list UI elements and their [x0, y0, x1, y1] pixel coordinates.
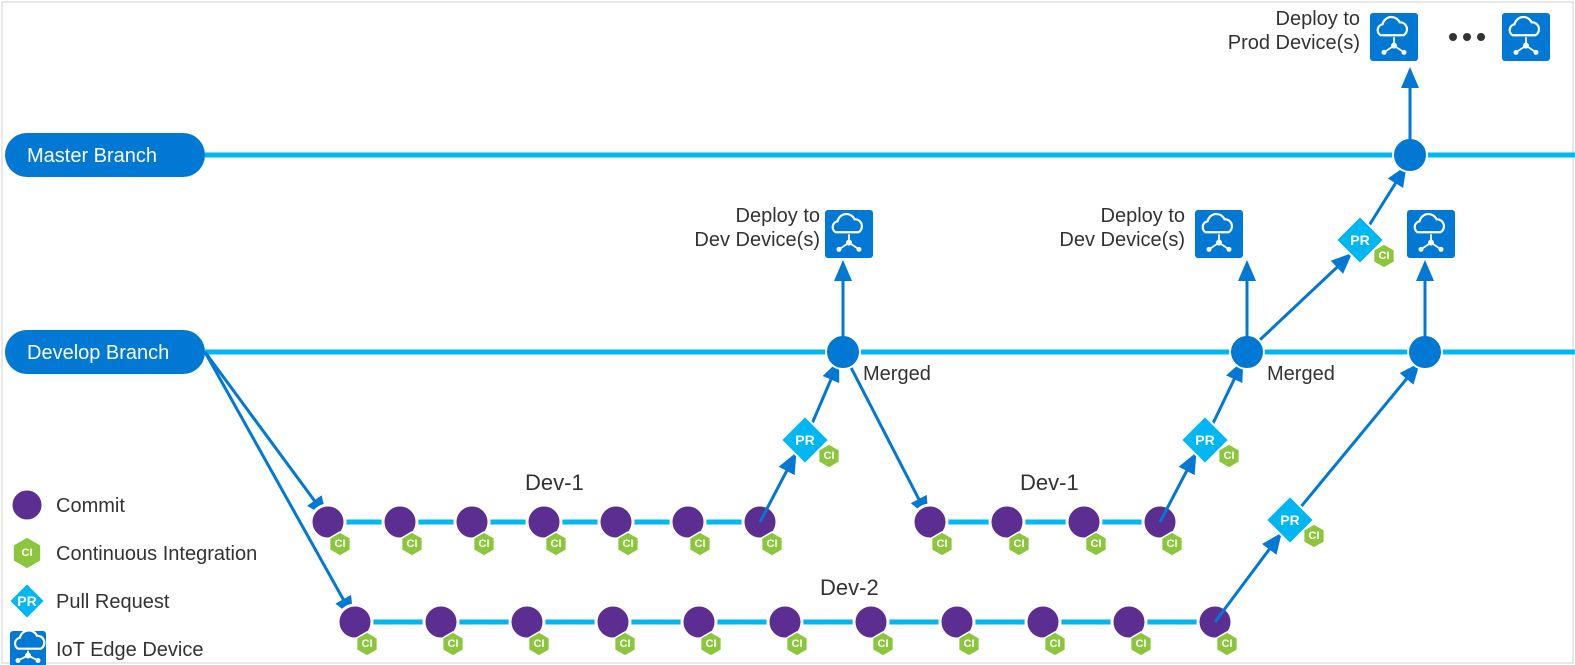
commit-node: CI — [424, 605, 463, 656]
iot-edge-device-icon — [1195, 210, 1243, 258]
feature-branch-label: Dev-1 — [525, 470, 584, 495]
ellipsis-dot — [1477, 33, 1485, 41]
commit-node: CI — [1067, 505, 1106, 556]
svg-text:PR: PR — [1195, 432, 1214, 448]
svg-text:CI: CI — [706, 638, 717, 650]
svg-text:CI: CI — [1136, 638, 1147, 650]
legend-label: Continuous Integration — [56, 543, 257, 565]
svg-text:CI: CI — [623, 538, 634, 550]
svg-text:CI: CI — [1379, 250, 1390, 262]
legend-item: CI Continuous Integration — [13, 537, 257, 569]
deploy-label-line2: Dev Device(s) — [694, 229, 820, 251]
merge-node — [1393, 138, 1427, 172]
svg-text:CI: CI — [448, 638, 459, 650]
svg-text:CI: CI — [964, 638, 975, 650]
svg-text:CI: CI — [937, 538, 948, 550]
pr-arrow-2 — [1160, 455, 1195, 522]
pr-arrow-0 — [760, 455, 795, 522]
deploy-label-line1: Deploy to — [1101, 205, 1186, 227]
commit-node: CI — [383, 505, 422, 556]
ellipsis-dot — [1463, 33, 1471, 41]
deploy-label-line1: Deploy to — [1276, 8, 1361, 30]
commit-node: CI — [338, 605, 377, 656]
commit-node: CI — [854, 605, 893, 656]
merged-label: Merged — [863, 363, 931, 385]
commit-icon — [11, 489, 43, 521]
iot-edge-device-icon — [1407, 210, 1455, 258]
merge-node — [1408, 335, 1442, 369]
iot-edge-device-icon — [825, 210, 873, 258]
deploy-label-line1: Deploy to — [736, 205, 821, 227]
svg-text:CI: CI — [1050, 638, 1061, 650]
commit-node: CI — [682, 605, 721, 656]
svg-text:CI: CI — [551, 538, 562, 550]
svg-text:CI: CI — [695, 538, 706, 550]
commit-node: CI — [527, 505, 566, 556]
commit-node: CI — [990, 505, 1029, 556]
svg-text:CI: CI — [1091, 538, 1102, 550]
pipeline-diagram: Master BranchDevelop BranchCICICICICICIC… — [0, 0, 1575, 665]
fork-arrow-1 — [205, 352, 352, 615]
legend-item: Commit — [11, 489, 125, 521]
commit-node: CI — [596, 605, 635, 656]
svg-text:CI: CI — [362, 638, 373, 650]
legend-item: IoT Edge Device — [10, 630, 204, 665]
legend-label: Commit — [56, 495, 125, 517]
iot-edge-device-icon — [1502, 13, 1550, 61]
pull-request-node: PR CI — [781, 416, 839, 468]
svg-text:CI: CI — [534, 638, 545, 650]
feature-branch-label: Dev-2 — [820, 575, 879, 600]
pull-request-node: PR CI — [1181, 416, 1239, 468]
commit-node: CI — [1112, 605, 1151, 656]
svg-text:CI: CI — [792, 638, 803, 650]
svg-text:CI: CI — [620, 638, 631, 650]
svg-text:PR: PR — [1350, 232, 1369, 248]
commit-node: CI — [1143, 505, 1182, 556]
merged-label: Merged — [1267, 363, 1335, 385]
commit-node: CI — [1198, 605, 1237, 656]
svg-text:PR: PR — [1280, 512, 1299, 528]
legend-label: Pull Request — [56, 591, 170, 613]
svg-text:CI: CI — [22, 547, 33, 559]
svg-text:CI: CI — [824, 450, 835, 462]
svg-text:CI: CI — [1224, 450, 1235, 462]
svg-text:CI: CI — [1309, 530, 1320, 542]
svg-text:CI: CI — [1167, 538, 1178, 550]
commit-node: CI — [510, 605, 549, 656]
iot-edge-device-icon — [1370, 13, 1418, 61]
svg-text:CI: CI — [335, 538, 346, 550]
commit-node: CI — [599, 505, 638, 556]
svg-text:CI: CI — [1222, 638, 1233, 650]
pr-arrow-4 — [1215, 535, 1280, 622]
svg-text:CI: CI — [767, 538, 778, 550]
pr-arrow-6 — [1247, 255, 1350, 352]
deploy-label-line2: Prod Device(s) — [1228, 32, 1360, 54]
pr-arrow-5 — [1290, 365, 1418, 520]
fork-arrow-0 — [205, 352, 325, 515]
svg-text:PR: PR — [17, 593, 36, 609]
commit-node: CI — [768, 605, 807, 656]
master-branch-label: Master Branch — [27, 145, 157, 167]
commit-node: CI — [671, 505, 710, 556]
svg-text:CI: CI — [479, 538, 490, 550]
legend-item: PR Pull Request — [9, 583, 170, 619]
commit-node: CI — [743, 505, 782, 556]
develop-branch-label: Develop Branch — [27, 342, 169, 364]
iot-edge-device-icon — [10, 630, 46, 665]
feature-branch-label: Dev-1 — [1020, 470, 1079, 495]
deploy-label-line2: Dev Device(s) — [1059, 229, 1185, 251]
commit-node: CI — [940, 605, 979, 656]
legend-label: IoT Edge Device — [56, 639, 204, 661]
merge-node — [826, 335, 860, 369]
commit-node: CI — [455, 505, 494, 556]
merge-node — [1230, 335, 1264, 369]
svg-text:CI: CI — [878, 638, 889, 650]
ellipsis-dot — [1449, 33, 1457, 41]
svg-text:PR: PR — [795, 432, 814, 448]
svg-text:CI: CI — [1014, 538, 1025, 550]
svg-text:CI: CI — [407, 538, 418, 550]
commit-node: CI — [913, 505, 952, 556]
commit-node: CI — [1026, 605, 1065, 656]
commit-node: CI — [311, 505, 350, 556]
